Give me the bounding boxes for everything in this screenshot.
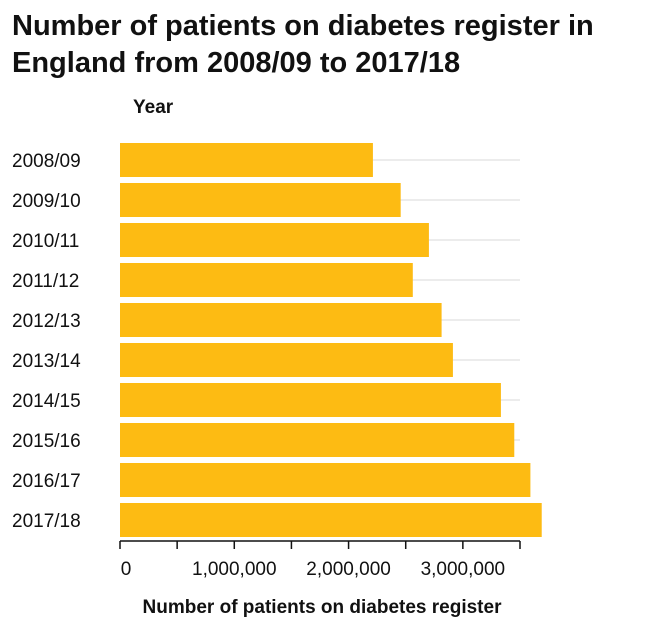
x-axis-title: Number of patients on diabetes register xyxy=(143,597,503,618)
y-tick-label: 2011/12 xyxy=(12,271,79,292)
bars xyxy=(120,143,542,537)
x-tick-label: 0 xyxy=(121,559,132,580)
x-tick-label: 2,000,000 xyxy=(306,559,391,580)
y-tick-label: 2014/15 xyxy=(12,391,81,412)
chart-title: Number of patients on diabetes register … xyxy=(12,10,594,79)
y-tick-label: 2009/10 xyxy=(12,191,81,212)
bar-2016-17 xyxy=(120,463,531,497)
y-tick-label: 2010/11 xyxy=(12,231,79,252)
bar-2011-12 xyxy=(120,263,413,297)
y-tick-labels: 2008/09 2009/10 2010/11 2011/12 2012/13 2013/… xyxy=(12,151,81,532)
bar-2017-18 xyxy=(120,503,542,537)
x-axis: 0 1,000,000 2,000,000 3,000,000 xyxy=(119,540,521,580)
y-tick-label: 2012/13 xyxy=(12,311,81,332)
y-tick-label: 2016/17 xyxy=(12,471,81,492)
x-tick-label: 1,000,000 xyxy=(192,559,277,580)
bar-2008-09 xyxy=(120,143,373,177)
bar-2012-13 xyxy=(120,303,442,337)
y-tick-label: 2013/14 xyxy=(12,351,81,372)
y-tick-label: 2015/16 xyxy=(12,431,81,452)
bar-2015-16 xyxy=(120,423,515,457)
x-tick-label: 3,000,000 xyxy=(421,559,506,580)
y-tick-label: 2008/09 xyxy=(12,151,81,172)
y-tick-label: 2017/18 xyxy=(12,511,81,532)
bar-2010-11 xyxy=(120,223,429,257)
bar-2013-14 xyxy=(120,343,453,377)
bar-2014-15 xyxy=(120,383,501,417)
y-axis-title: Year xyxy=(133,97,174,118)
bar-2009-10 xyxy=(120,183,401,217)
